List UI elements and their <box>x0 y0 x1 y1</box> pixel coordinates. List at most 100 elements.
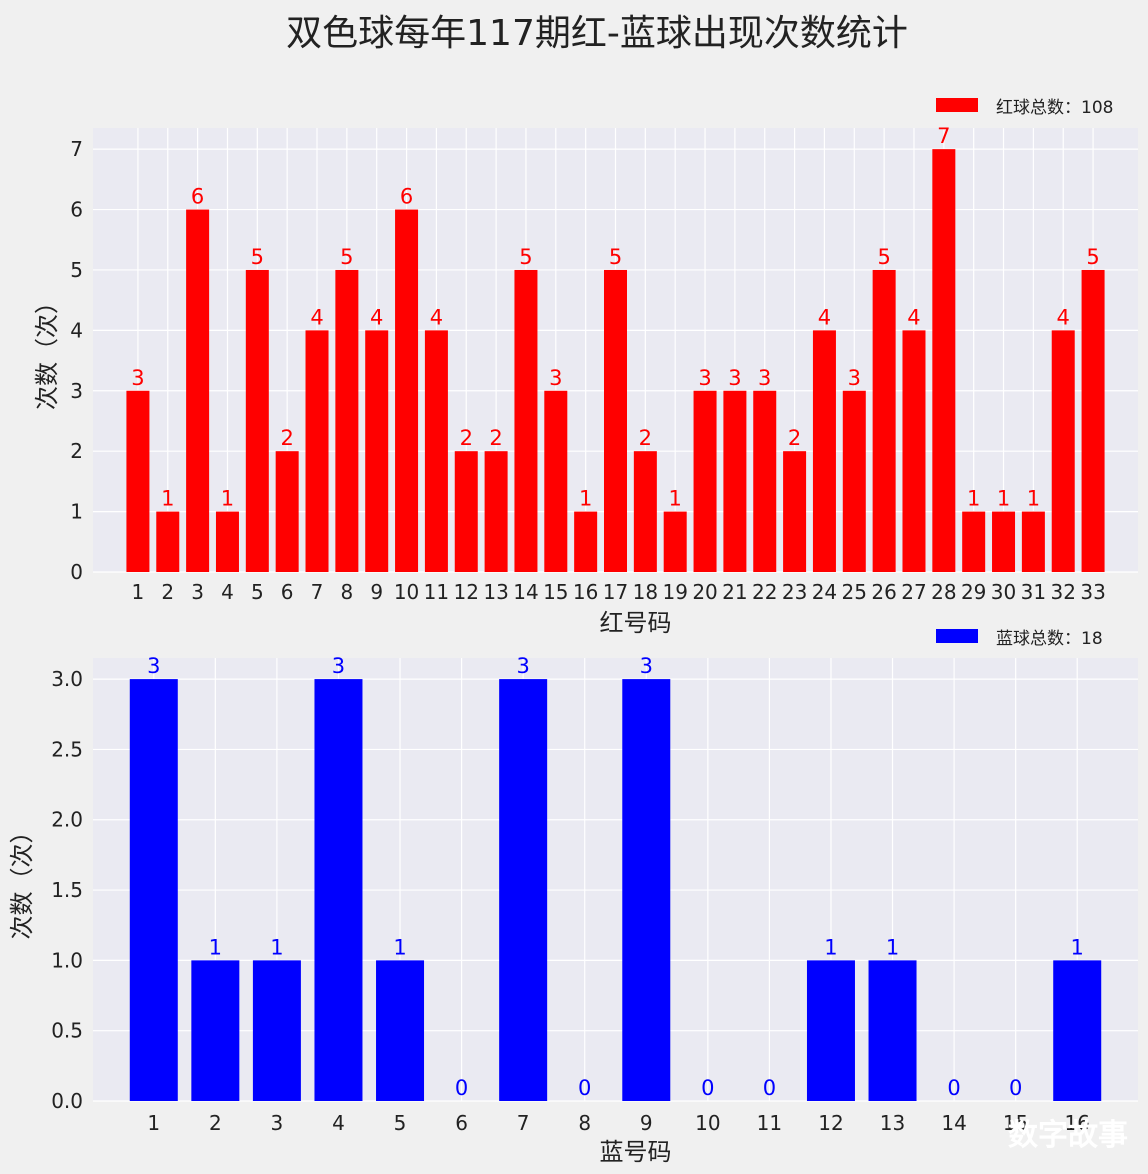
bar-value-label: 2 <box>489 426 502 450</box>
bar <box>544 390 568 572</box>
x-tick-label: 32 <box>1051 580 1076 604</box>
bar-value-label: 4 <box>370 305 383 329</box>
bar-value-label: 1 <box>1027 487 1040 511</box>
bar-value-label: 5 <box>609 245 622 269</box>
x-tick-label: 14 <box>941 1111 966 1135</box>
bar-value-label: 6 <box>191 185 204 209</box>
bar <box>126 390 150 572</box>
bar-value-label: 4 <box>818 305 831 329</box>
x-tick-label: 20 <box>692 580 717 604</box>
x-tick-label: 13 <box>483 580 508 604</box>
bar <box>252 960 301 1101</box>
y-axis-label: 次数（次） <box>8 820 36 940</box>
bar-value-label: 1 <box>579 487 592 511</box>
legend-swatch <box>936 629 978 643</box>
bar-value-label: 3 <box>728 366 741 390</box>
bar-value-label: 3 <box>698 366 711 390</box>
bar <box>376 960 425 1101</box>
x-tick-label: 15 <box>543 580 568 604</box>
y-tick-label: 5 <box>70 258 83 282</box>
y-tick-label: 0.0 <box>51 1089 83 1113</box>
bar-value-label: 3 <box>848 366 861 390</box>
bar-value-label: 3 <box>549 366 562 390</box>
x-tick-label: 19 <box>662 580 687 604</box>
y-axis-label: 次数（次） <box>33 290 61 410</box>
bar <box>902 330 926 572</box>
bar-value-label: 3 <box>332 654 345 678</box>
bar <box>868 960 917 1101</box>
bar <box>454 451 478 572</box>
bar <box>314 679 363 1101</box>
bar <box>932 149 956 572</box>
bar-value-label: 3 <box>640 654 653 678</box>
bar <box>305 330 329 572</box>
bar <box>992 511 1016 572</box>
bar-value-label: 4 <box>907 305 920 329</box>
bar <box>499 679 548 1101</box>
bar-value-label: 0 <box>578 1076 591 1100</box>
x-tick-label: 31 <box>1021 580 1046 604</box>
y-tick-label: 4 <box>70 318 83 342</box>
x-tick-label: 9 <box>640 1111 653 1135</box>
y-tick-label: 3 <box>70 379 83 403</box>
x-tick-label: 6 <box>455 1111 468 1135</box>
bar-value-label: 2 <box>280 426 293 450</box>
x-tick-label: 26 <box>871 580 896 604</box>
x-tick-label: 22 <box>752 580 777 604</box>
y-tick-label: 2 <box>70 439 83 463</box>
bar-value-label: 1 <box>209 935 222 959</box>
x-tick-label: 10 <box>394 580 419 604</box>
bar <box>424 330 448 572</box>
x-tick-label: 27 <box>901 580 926 604</box>
bar-value-label: 5 <box>1086 245 1099 269</box>
bar-value-label: 1 <box>161 487 174 511</box>
y-tick-label: 7 <box>70 137 83 161</box>
bar-value-label: 3 <box>147 654 160 678</box>
x-tick-label: 16 <box>573 580 598 604</box>
x-tick-label: 8 <box>340 580 353 604</box>
x-tick-label: 33 <box>1080 580 1105 604</box>
bar-value-label: 1 <box>1071 935 1084 959</box>
bar-value-label: 3 <box>516 654 529 678</box>
bar-value-label: 1 <box>997 487 1010 511</box>
bar <box>633 451 657 572</box>
y-tick-label: 1.5 <box>51 878 83 902</box>
blue-ball-chart: 0.00.51.01.52.02.53.01 2 3 4 5 6 7 8 9 10 11 12 13 14… <box>8 629 1138 1166</box>
y-tick-label: 3.0 <box>51 667 83 691</box>
bar-value-label: 0 <box>701 1076 714 1100</box>
x-tick-label: 13 <box>880 1111 905 1135</box>
bar-value-label: 5 <box>519 245 532 269</box>
x-tick-label: 11 <box>757 1111 782 1135</box>
y-tick-label: 1 <box>70 500 83 524</box>
bar <box>514 269 538 572</box>
x-tick-label: 8 <box>578 1111 591 1135</box>
x-tick-label: 5 <box>251 580 264 604</box>
x-tick-label: 6 <box>281 580 294 604</box>
bar-value-label: 5 <box>340 245 353 269</box>
x-tick-label: 17 <box>603 580 628 604</box>
bar-value-label: 3 <box>758 366 771 390</box>
x-axis-label: 蓝号码 <box>600 1138 672 1166</box>
x-tick-label: 3 <box>271 1111 284 1135</box>
x-tick-label: 18 <box>633 580 658 604</box>
y-tick-label: 2.5 <box>51 737 83 761</box>
x-tick-label: 1 <box>147 1111 160 1135</box>
x-tick-label: 29 <box>961 580 986 604</box>
bar-value-label: 1 <box>270 935 283 959</box>
bar-value-label: 1 <box>393 935 406 959</box>
bar <box>622 679 671 1101</box>
bar <box>1021 511 1045 572</box>
bar <box>663 511 687 572</box>
bar <box>484 451 508 572</box>
bar-value-label: 1 <box>824 935 837 959</box>
x-tick-label: 4 <box>332 1111 345 1135</box>
bar <box>783 451 807 572</box>
x-tick-label: 2 <box>209 1111 222 1135</box>
x-tick-label: 2 <box>161 580 174 604</box>
bar-value-label: 1 <box>221 487 234 511</box>
bar <box>335 269 359 572</box>
x-tick-label: 25 <box>842 580 867 604</box>
y-tick-label: 0.5 <box>51 1019 83 1043</box>
